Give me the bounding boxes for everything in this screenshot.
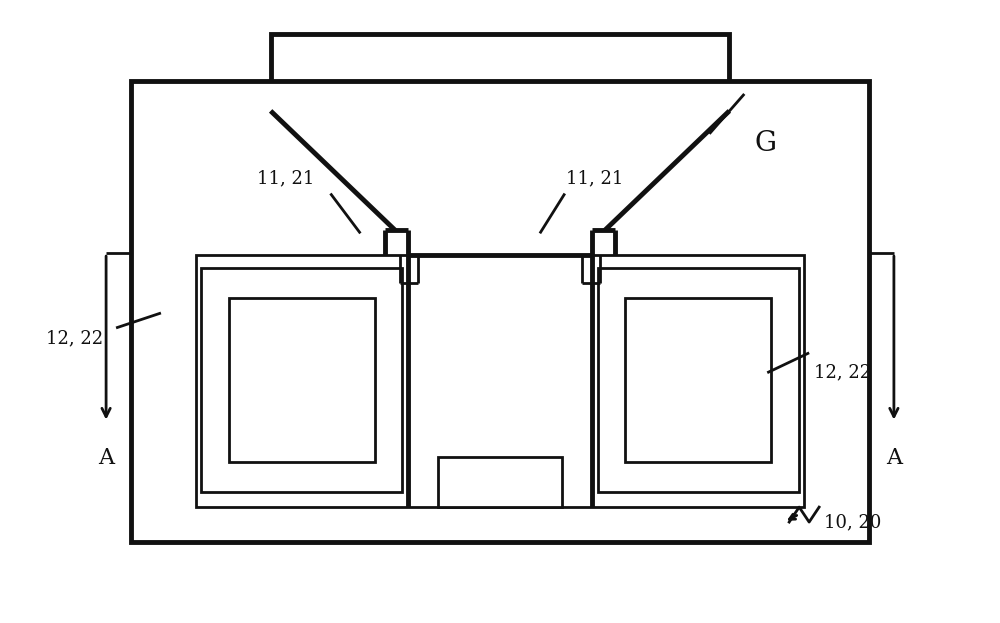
- Bar: [229, 298, 375, 462]
- Bar: [598, 268, 799, 492]
- Text: 11, 21: 11, 21: [566, 169, 623, 188]
- Text: G: G: [754, 130, 776, 157]
- Text: 11, 21: 11, 21: [257, 169, 314, 188]
- Bar: [196, 255, 804, 507]
- Text: 12, 22: 12, 22: [46, 329, 103, 347]
- Bar: [625, 298, 771, 462]
- Bar: [201, 268, 402, 492]
- Bar: [131, 81, 869, 542]
- Text: A: A: [98, 447, 114, 469]
- Text: 12, 22: 12, 22: [814, 364, 871, 382]
- Text: 10, 20: 10, 20: [824, 513, 881, 531]
- Bar: [271, 34, 729, 111]
- Bar: [438, 457, 562, 507]
- Text: A: A: [886, 447, 902, 469]
